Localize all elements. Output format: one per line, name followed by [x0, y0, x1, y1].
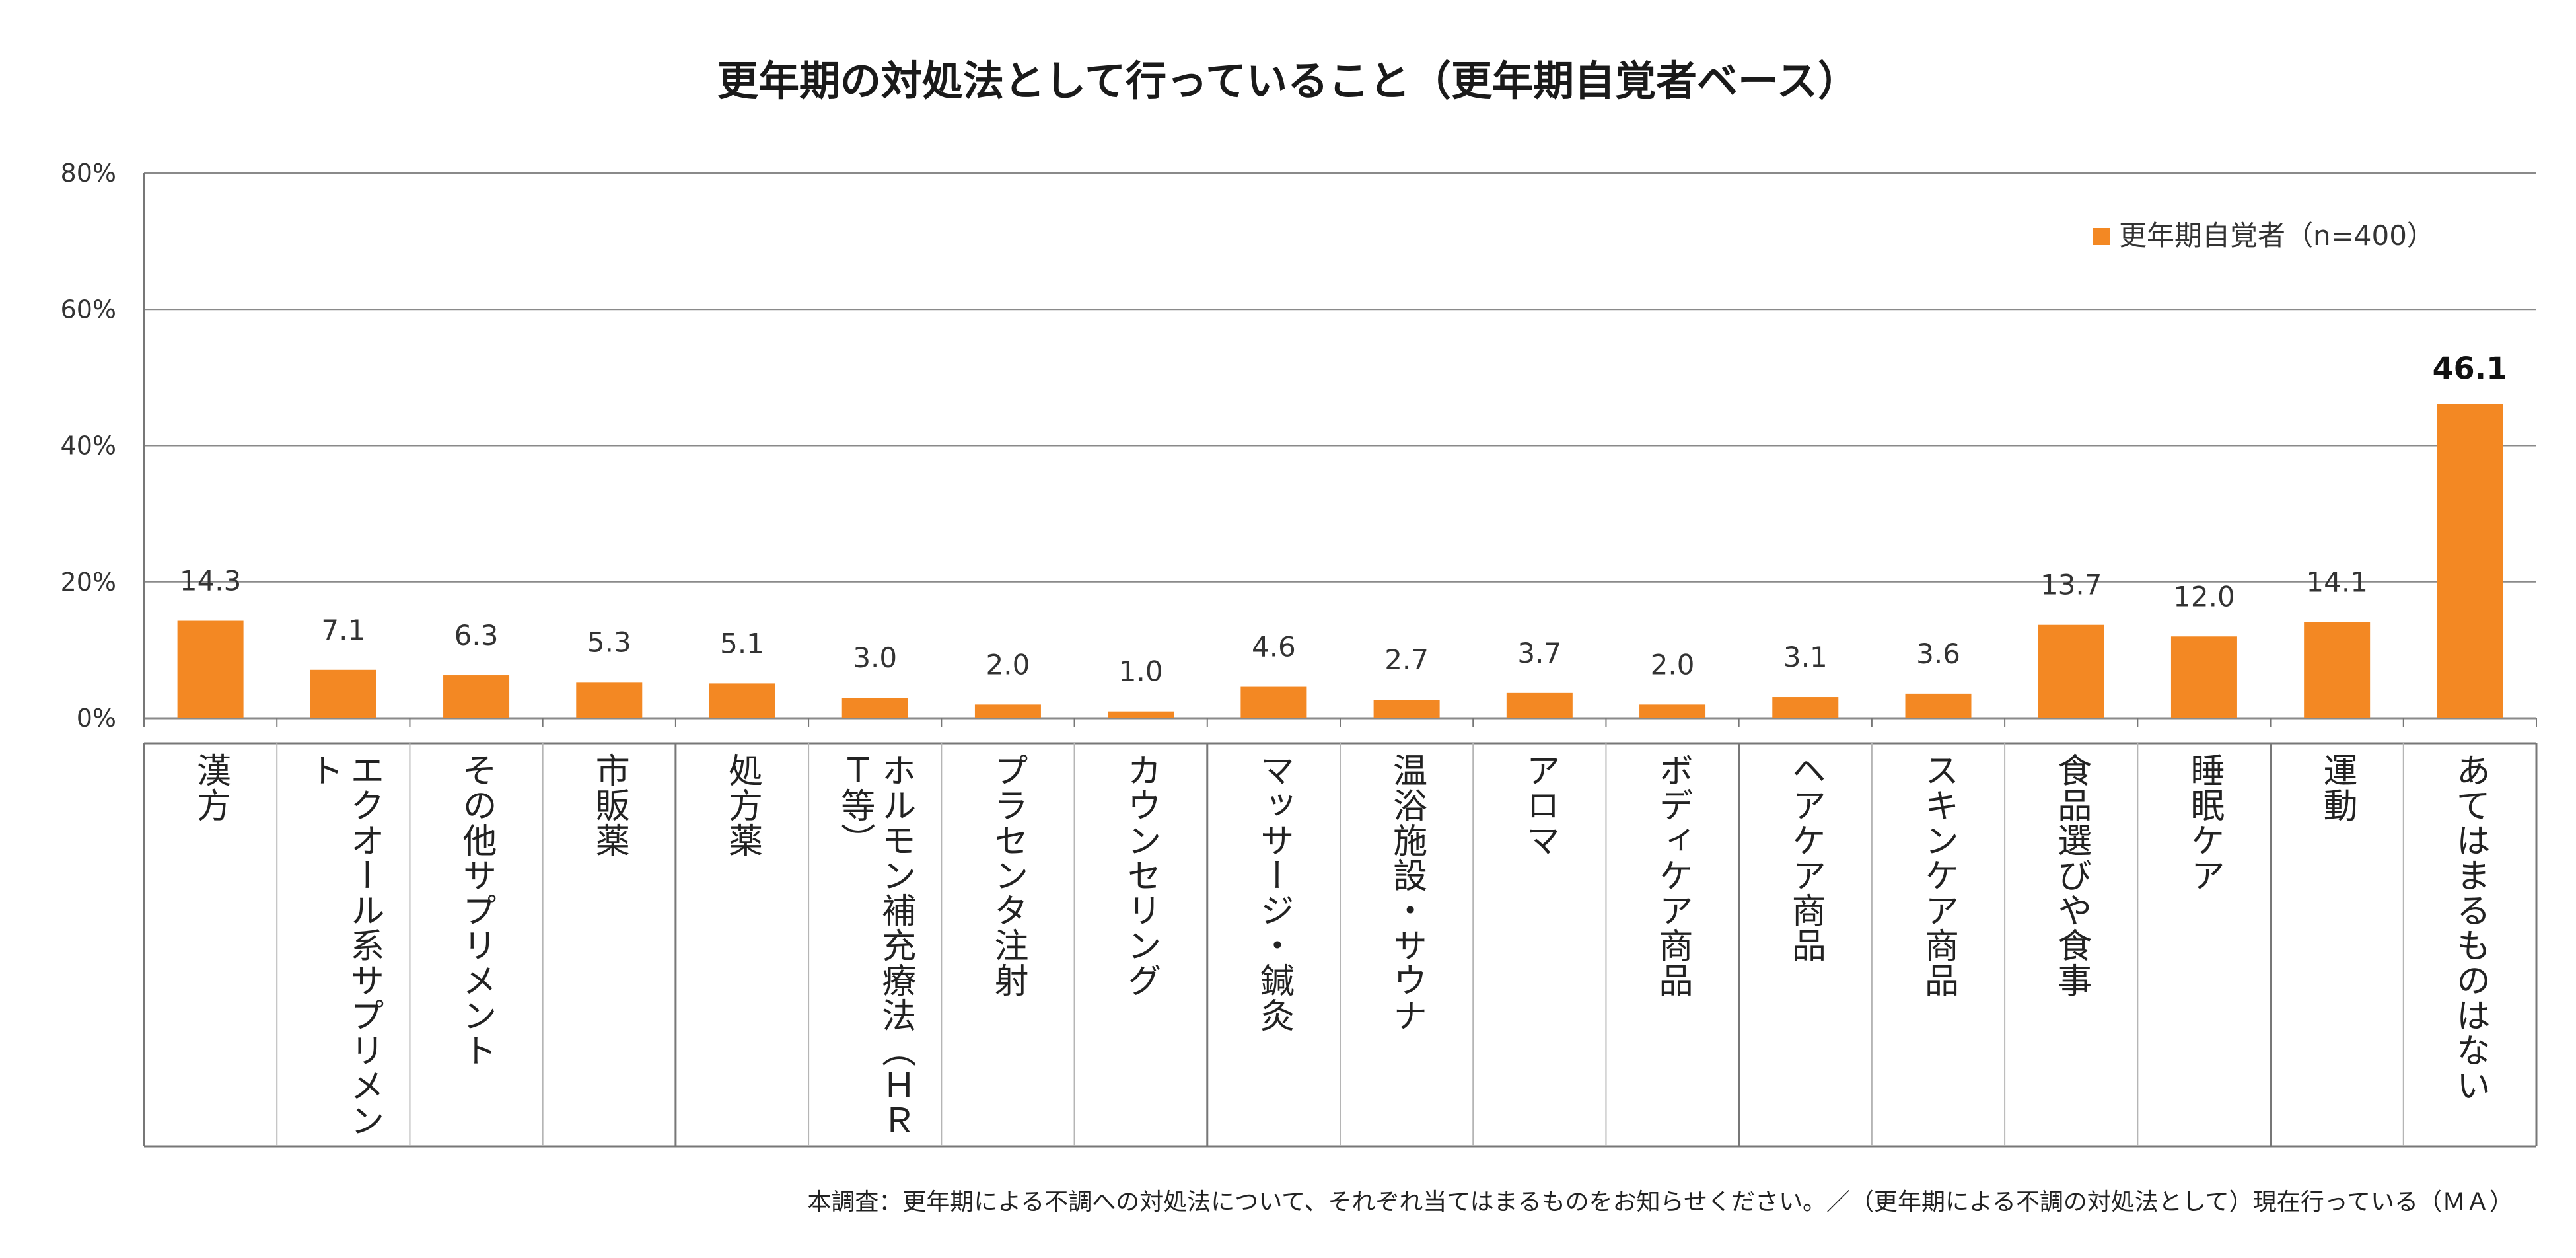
- category-label: その他サプリメント: [456, 753, 497, 1068]
- category-label: ホルモン補充療法（ＨＲＴ等）: [834, 753, 915, 1138]
- category-label-cell: 処方薬: [676, 743, 808, 1146]
- legend-label: 更年期自覚者（n=400）: [2119, 219, 2435, 252]
- chart-title: 更年期の対処法として行っていること（更年期自覚者ベース）: [717, 57, 1859, 105]
- category-label-cell: スキンケア商品: [1872, 743, 2005, 1146]
- bar: [2304, 622, 2371, 718]
- y-tick-label: 20%: [61, 568, 116, 597]
- bar: [1639, 704, 1706, 718]
- category-label-cell: その他サプリメント: [410, 743, 542, 1146]
- y-tick-label: 0%: [77, 704, 116, 733]
- category-label: 処方薬: [722, 753, 762, 858]
- category-label-cell: カウンセリング: [1075, 743, 1207, 1146]
- data-label: 13.7: [2040, 569, 2102, 601]
- category-label: 食品選びや食事: [2051, 753, 2091, 998]
- legend: 更年期自覚者（n=400）: [2093, 219, 2435, 252]
- category-label: マッサージ・鍼灸: [1254, 753, 1294, 1033]
- category-label: プラセンタ注射: [987, 753, 1028, 998]
- bar: [1905, 693, 1972, 718]
- grid-layer: 0% 20% 40% 60% 80%: [61, 159, 2538, 1148]
- bar: [443, 675, 510, 718]
- footnote: 本調査：更年期による不調への対処法について、それぞれ当てはまるものをお知らせくだ…: [807, 1189, 2513, 1216]
- legend-swatch: [2093, 228, 2110, 245]
- category-label: 運動: [2317, 753, 2357, 823]
- category-label: あてはまるものはない: [2450, 753, 2490, 1103]
- category-label-cell: 漢方: [144, 743, 277, 1146]
- bar: [841, 698, 908, 718]
- category-label-cell: ボディケア商品: [1606, 743, 1738, 1146]
- data-label: 7.1: [321, 614, 365, 646]
- category-label-cell: 食品選びや食事: [2005, 743, 2137, 1146]
- data-label: 5.1: [720, 627, 764, 659]
- value-label-layer: 14.3 7.1 6.3 5.3 5.1 3.0 2.0 1.0 4.6 2.7 3.7 2.0 3.1…: [180, 351, 2507, 688]
- category-label: 市販薬: [589, 753, 629, 858]
- category-label-cell: エクオール系サプリメント: [277, 743, 410, 1146]
- data-label: 2.0: [986, 648, 1030, 681]
- category-label-cell: アロマ: [1473, 743, 1606, 1146]
- bar: [576, 682, 643, 718]
- bar: [1240, 686, 1307, 718]
- data-label: 3.6: [1916, 638, 1960, 670]
- data-label: 46.1: [2433, 351, 2508, 387]
- category-label: 漢方: [190, 753, 231, 823]
- data-label: 14.1: [2306, 566, 2368, 599]
- data-label: 2.7: [1384, 644, 1429, 676]
- bar: [2437, 404, 2503, 718]
- category-label: スキンケア商品: [1918, 753, 1958, 998]
- category-label: 温浴施設・サウナ: [1386, 753, 1427, 1033]
- category-label-cell: 市販薬: [543, 743, 676, 1146]
- data-label: 12.0: [2173, 580, 2235, 612]
- category-label-cell: ヘアケア商品: [1739, 743, 1872, 1146]
- data-label: 3.7: [1517, 637, 1561, 669]
- data-label: 1.0: [1119, 655, 1163, 688]
- data-label: 14.3: [180, 565, 242, 597]
- bar: [177, 620, 244, 718]
- data-label: 5.3: [587, 626, 631, 658]
- category-label: ボディケア商品: [1653, 753, 1693, 998]
- category-label-cell: ホルモン補充療法（ＨＲＴ等）: [808, 743, 941, 1146]
- bar-layer: [177, 404, 2503, 718]
- data-label: 6.3: [454, 619, 499, 651]
- category-label: 睡眠ケア: [2184, 753, 2224, 893]
- data-label: 3.1: [1783, 641, 1828, 673]
- y-tick-label: 80%: [61, 159, 116, 188]
- category-label: カウンセリング: [1121, 753, 1161, 998]
- y-tick-label: 40%: [61, 431, 116, 461]
- bar: [1772, 697, 1839, 718]
- bar: [709, 683, 775, 718]
- bar: [1108, 711, 1174, 718]
- data-label: 4.6: [1252, 631, 1296, 663]
- category-label: エクオール系サプリメント: [303, 753, 384, 1138]
- bar: [310, 669, 376, 718]
- category-label-cell: 運動: [2271, 743, 2404, 1146]
- category-label-cell: 温浴施設・サウナ: [1340, 743, 1473, 1146]
- y-tick-label: 60%: [61, 295, 116, 324]
- bar: [974, 704, 1041, 718]
- category-label-cell: あてはまるものはない: [2404, 743, 2536, 1146]
- category-label-cell: 睡眠ケア: [2137, 743, 2270, 1146]
- bar: [2170, 636, 2237, 718]
- bar: [2038, 624, 2104, 718]
- bar: [1506, 692, 1573, 718]
- category-label: アロマ: [1519, 753, 1559, 858]
- category-label-cell: マッサージ・鍼灸: [1207, 743, 1340, 1146]
- bar: [1373, 700, 1440, 718]
- data-label: 2.0: [1651, 648, 1695, 681]
- category-label-cell: プラセンタ注射: [941, 743, 1074, 1146]
- data-label: 3.0: [853, 642, 897, 674]
- category-label: ヘアケア商品: [1785, 753, 1826, 963]
